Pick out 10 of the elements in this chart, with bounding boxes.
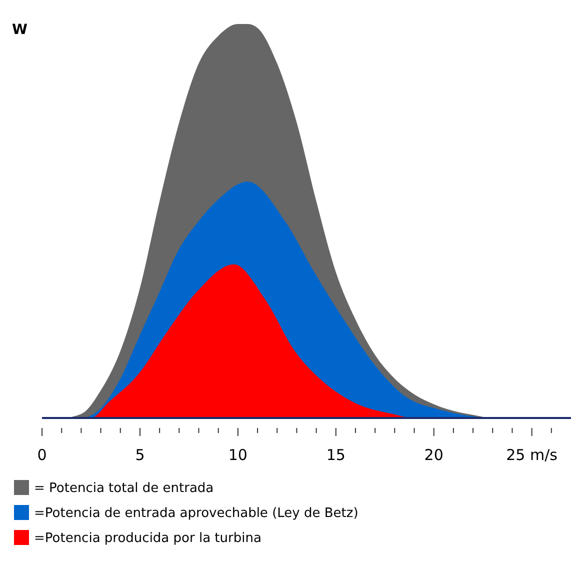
legend-label: =Potencia de entrada aprovechable (Ley de Betz)	[34, 506, 358, 521]
legend-label: =Potencia producida por la turbina	[34, 531, 262, 546]
x-tick-label: 25 m/s	[506, 446, 558, 464]
x-tick-label: 20	[424, 446, 444, 464]
x-tick-label: 15	[326, 446, 346, 464]
legend-label: = Potencia total de entrada	[34, 481, 214, 496]
y-axis-title: W	[12, 22, 28, 38]
x-tick-label: 10	[228, 446, 248, 464]
x-tick-label: 5	[135, 446, 145, 464]
x-tick-label: 0	[37, 446, 47, 464]
